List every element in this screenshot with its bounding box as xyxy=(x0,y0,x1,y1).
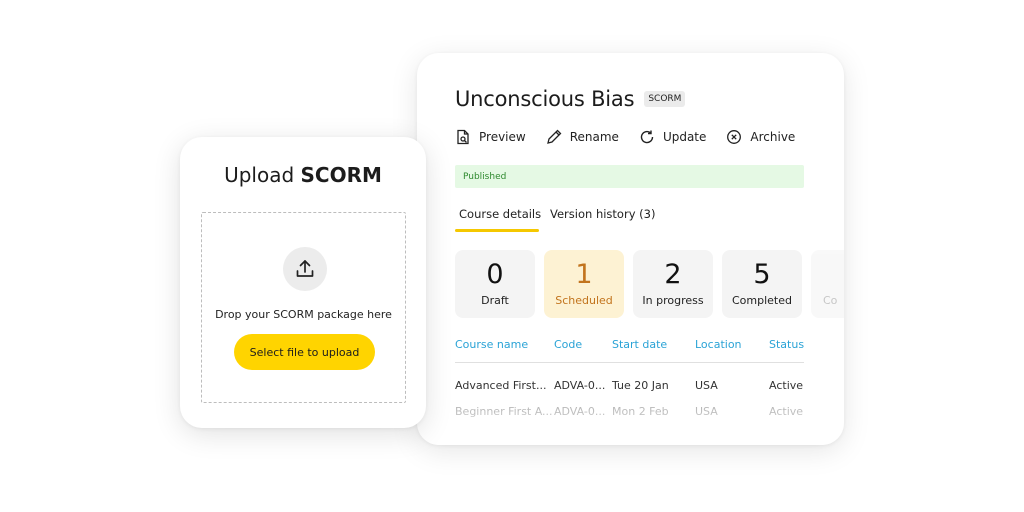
course-table: Course name Code Start date Location Sta… xyxy=(455,335,804,425)
stat-draft-value: 0 xyxy=(486,259,504,290)
stat-draft-label: Draft xyxy=(481,294,509,307)
action-toolbar: Preview Rename Update Archive xyxy=(455,129,815,145)
stat-scheduled-value: 1 xyxy=(575,259,593,290)
upload-card: Upload SCORM Drop your SCORM package her… xyxy=(180,137,426,428)
stat-in-progress-value: 2 xyxy=(664,259,682,290)
scorm-tag: SCORM xyxy=(644,91,686,107)
cell-course-name: Beginner First A... xyxy=(455,405,553,418)
column-header-code[interactable]: Code xyxy=(554,338,583,351)
stat-completed[interactable]: 5 Completed xyxy=(722,250,802,318)
refresh-icon xyxy=(640,130,654,144)
column-header-status[interactable]: Status xyxy=(769,338,805,351)
upload-title-prefix: Upload xyxy=(224,163,295,187)
stat-partial[interactable]: Co xyxy=(811,250,844,318)
course-card: Unconscious Bias SCORM Preview Rename xyxy=(417,53,844,445)
column-header-course-name[interactable]: Course name xyxy=(455,338,529,351)
archive-button[interactable]: Archive xyxy=(726,129,795,145)
pencil-icon xyxy=(546,129,562,144)
title-row: Unconscious Bias SCORM xyxy=(455,87,686,111)
drop-instructions: Drop your SCORM package here xyxy=(215,308,392,321)
stat-completed-value: 5 xyxy=(753,259,771,290)
upload-title: Upload SCORM xyxy=(180,163,426,187)
cell-code: ADVA-0... xyxy=(554,379,606,392)
stat-draft[interactable]: 0 Draft xyxy=(455,250,535,318)
table-row[interactable]: Beginner First A... ADVA-0... Mon 2 Feb … xyxy=(455,399,804,425)
close-circle-icon xyxy=(727,130,742,144)
preview-icon xyxy=(457,129,469,145)
upload-title-strong: SCORM xyxy=(300,163,382,187)
cell-course-name: Advanced First... xyxy=(455,379,547,392)
column-header-start-date[interactable]: Start date xyxy=(612,338,668,351)
stat-scheduled[interactable]: 1 Scheduled xyxy=(544,250,624,318)
preview-label: Preview xyxy=(479,130,526,144)
cell-start-date: Tue 20 Jan xyxy=(612,379,669,392)
update-label: Update xyxy=(662,130,707,144)
update-button[interactable]: Update xyxy=(639,129,706,145)
upload-icon xyxy=(283,247,327,291)
table-row[interactable]: Advanced First... ADVA-0... Tue 20 Jan U… xyxy=(455,373,804,399)
stat-partial-label: Co xyxy=(823,294,838,307)
table-header: Course name Code Start date Location Sta… xyxy=(455,335,804,363)
cell-location: USA xyxy=(695,379,718,392)
cell-status: Active xyxy=(769,379,804,392)
stat-in-progress-label: In progress xyxy=(642,294,704,307)
cell-location: USA xyxy=(695,405,718,418)
archive-label: Archive xyxy=(750,130,796,144)
tab-bar: Course details Version history (3) xyxy=(455,207,804,233)
cell-start-date: Mon 2 Feb xyxy=(612,405,669,418)
rename-button[interactable]: Rename xyxy=(546,129,619,145)
course-title: Unconscious Bias xyxy=(455,87,635,111)
cell-status: Active xyxy=(769,405,804,418)
column-header-location[interactable]: Location xyxy=(695,338,742,351)
select-file-button[interactable]: Select file to upload xyxy=(234,334,375,370)
stat-scheduled-label: Scheduled xyxy=(555,294,613,307)
stat-completed-label: Completed xyxy=(732,294,792,307)
preview-button[interactable]: Preview xyxy=(455,129,526,145)
rename-label: Rename xyxy=(569,130,619,144)
cell-code: ADVA-0... xyxy=(554,405,606,418)
tab-version-history[interactable]: Version history (3) xyxy=(550,207,656,221)
stat-in-progress[interactable]: 2 In progress xyxy=(633,250,713,318)
published-status-banner: Published xyxy=(455,165,804,188)
file-dropzone[interactable]: Drop your SCORM package here Select file… xyxy=(201,212,406,403)
tab-course-details[interactable]: Course details xyxy=(459,207,542,221)
active-tab-indicator xyxy=(455,229,539,232)
